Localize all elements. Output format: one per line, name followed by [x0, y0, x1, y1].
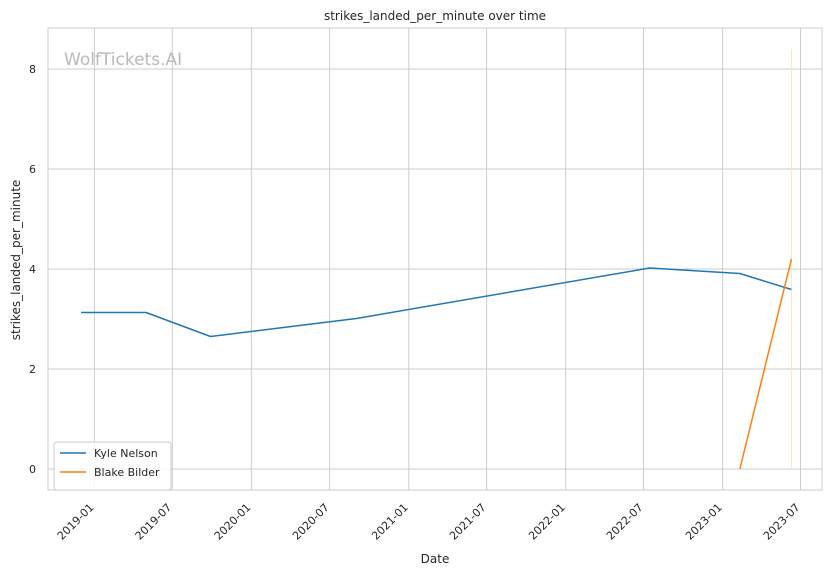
y-tick-label: 8	[29, 63, 36, 76]
series-line-1	[81, 267, 792, 338]
y-tick-label: 4	[29, 263, 36, 276]
legend: Kyle Nelson Blake Bilder	[53, 441, 172, 491]
chart-title: strikes_landed_per_minute over time	[324, 9, 546, 23]
legend-label: Blake Bilder	[94, 466, 160, 479]
grid	[48, 28, 822, 490]
y-tick-label: 0	[29, 463, 36, 476]
legend-box	[53, 441, 172, 491]
series-lines	[81, 258, 793, 470]
plot-area-frame	[47, 27, 823, 491]
x-axis-title: Date	[421, 552, 450, 566]
watermark-text: WolfTickets.AI	[64, 50, 182, 70]
legend-label: Kyle Nelson	[94, 447, 158, 460]
y-tick-label: 2	[29, 363, 36, 376]
series-line-2	[739, 258, 793, 470]
y-axis-title: strikes_landed_per_minute	[9, 180, 23, 341]
y-tick-label: 6	[29, 163, 36, 176]
